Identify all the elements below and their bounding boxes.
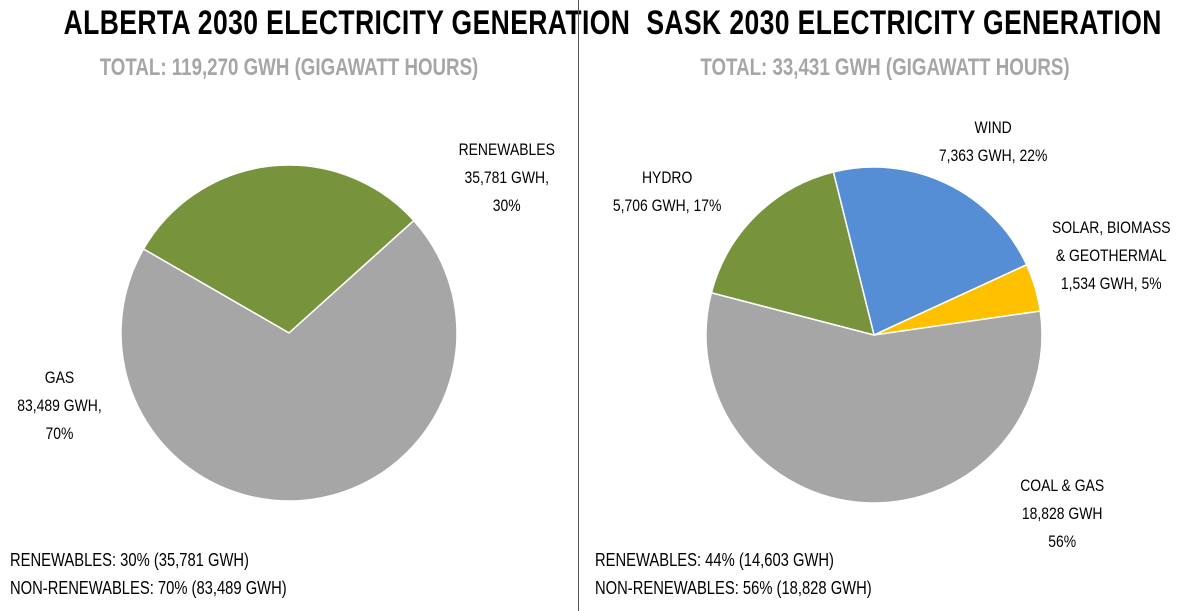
summary-renewables: RENEWABLES: 44% (14,603 GWH) [595,550,834,570]
chart-subtitle: TOTAL: 33,431 GWH (GIGAWATT HOURS) [700,54,1070,81]
pie-slice-renewables [142,164,415,334]
slice-label-solar-biomass-geothermal: SOLAR, BIOMASS & GEOTHERMAL 1,534 GWH, 5… [1052,218,1171,293]
slice-label-coal-gas: COAL & GAS 18,828 GWH 56% [1020,476,1105,551]
summary-non-renewables: NON-RENEWABLES: 70% (83,489 GWH) [10,578,287,598]
slice-label-hydro: HYDRO 5,706 GWH, 17% [612,168,722,215]
chart-subtitle: TOTAL: 119,270 GWH (GIGAWATT HOURS) [99,54,479,81]
slice-label-wind: WIND 7,363 GWH, 22% [938,118,1048,165]
summary-renewables: RENEWABLES: 30% (35,781 GWH) [10,550,249,570]
slice-label-renewables: RENEWABLES 35,781 GWH, 30% [458,140,555,215]
chart-title: SASK 2030 ELECTRICITY GENERATION [646,4,1162,42]
chart-summary: RENEWABLES: 30% (35,781 GWH) NON-RENEWAB… [10,546,287,602]
pie-slice-gas [120,219,458,502]
pie-slice-coal-gas [705,291,1043,504]
alberta-chart-panel: ALBERTA 2030 ELECTRICITY GENERATION TOTA… [0,0,630,611]
pie-slice-hydro [710,171,876,337]
pie-slice-wind [832,166,1028,337]
alberta-pie-chart [120,164,458,502]
slice-label-gas: GAS 83,489 GWH, 70% [17,368,102,443]
sask-chart-panel: SASK 2030 ELECTRICITY GENERATION TOTAL: … [579,0,1191,611]
sask-pie-chart [705,166,1043,504]
summary-non-renewables: NON-RENEWABLES: 56% (18,828 GWH) [595,578,872,598]
chart-summary: RENEWABLES: 44% (14,603 GWH) NON-RENEWAB… [595,546,872,602]
panel-divider [578,0,579,611]
